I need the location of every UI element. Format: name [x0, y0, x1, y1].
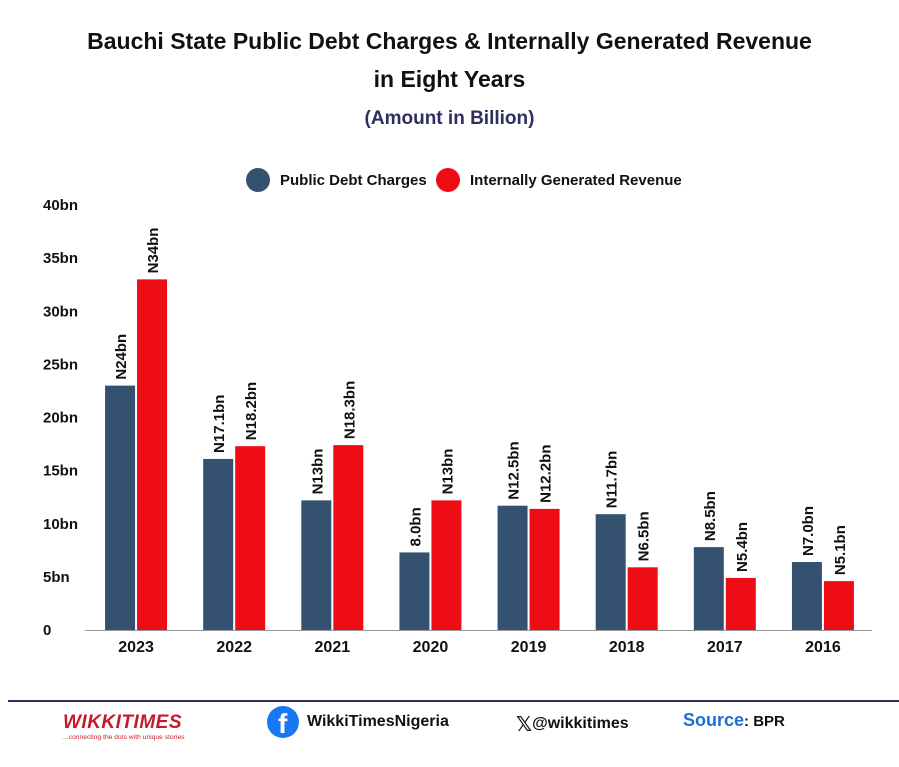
facebook-handle: WikkiTimesNigeria [307, 713, 449, 730]
y-tick-label: 30bn [43, 303, 78, 320]
y-tick-label: 25bn [43, 356, 78, 373]
bar-debt-2019 [497, 505, 528, 630]
facebook-link[interactable]: f WikkiTimesNigeria [267, 706, 449, 739]
data-label: N17.1bn [211, 395, 228, 453]
chart-title-line-2: in Eight Years [373, 66, 526, 92]
data-label: N7.0bn [800, 506, 817, 556]
facebook-icon: f [267, 706, 299, 739]
bar-igr-2019 [529, 508, 560, 630]
data-label: N13bn [439, 449, 456, 495]
y-tick-label: 35bn [43, 250, 78, 267]
data-label: N8.5bn [702, 491, 719, 541]
legend-marker-2 [436, 168, 460, 192]
y-tick-label: 15bn [43, 463, 78, 480]
data-label: N13bn [309, 449, 326, 495]
data-label: 8.0bn [407, 507, 424, 546]
source-note: Source : BPR [683, 710, 785, 731]
x-tick-label: 2019 [511, 639, 547, 656]
x-tick-label: 2021 [315, 639, 351, 656]
data-label: N5.4bn [734, 522, 751, 572]
chart-title-line-1: Bauchi State Public Debt Charges & Inter… [87, 28, 812, 54]
bar-igr-2017 [725, 577, 756, 630]
x-tick-label: 2017 [707, 639, 743, 656]
bar-igr-2023 [137, 279, 168, 630]
bar-debt-2017 [693, 547, 724, 630]
source-label: Source [683, 710, 745, 730]
legend-label-1: Public Debt Charges [280, 172, 427, 189]
data-label: N12.2bn [538, 445, 555, 503]
wikkitimes-logo: WIKKITIMES ...connecting the dots with u… [63, 712, 203, 741]
chart-subtitle: (Amount in Billion) [364, 108, 535, 129]
data-label: N5.1bn [832, 525, 849, 575]
y-tick-label: 40bn [43, 197, 78, 214]
bar-debt-2021 [301, 500, 332, 630]
bar-igr-2022 [235, 446, 266, 630]
source-value: : BPR [744, 713, 785, 730]
bar-igr-2021 [333, 445, 364, 630]
x-link[interactable]: 𝕏 @wikkitimes [516, 712, 629, 736]
data-label: N18.2bn [243, 382, 260, 440]
data-label: N12.5bn [506, 441, 523, 499]
data-label: N24bn [113, 334, 130, 380]
data-label: N11.7bn [604, 451, 621, 509]
y-tick-label: 0 [43, 622, 51, 639]
bar-igr-2016 [823, 581, 854, 630]
y-tick-label: 20bn [43, 410, 78, 427]
bar-debt-2018 [595, 514, 626, 630]
data-label: N18.3bn [341, 381, 358, 439]
logo-text: WIKKITIMES [63, 712, 182, 733]
bar-igr-2018 [627, 567, 658, 630]
bar-debt-2022 [203, 458, 234, 630]
bar-debt-2020 [399, 552, 430, 630]
legend-marker-1 [246, 168, 270, 192]
x-tick-label: 2023 [118, 639, 154, 656]
x-tick-label: 2016 [805, 639, 841, 656]
x-tick-label: 2020 [413, 639, 449, 656]
bar-igr-2020 [431, 500, 462, 630]
bar-chart: Public Debt Charges Internally Generated … [43, 168, 872, 656]
x-tick-label: 2018 [609, 639, 645, 656]
footer-divider [8, 700, 899, 702]
y-tick-label: 5bn [43, 569, 70, 586]
logo-tagline: ...connecting the dots with unique stori… [63, 734, 185, 741]
x-tick-label: 2022 [216, 639, 252, 656]
data-label: N34bn [145, 228, 162, 274]
x-icon: 𝕏 [516, 712, 533, 736]
data-label: N6.5bn [636, 511, 653, 561]
bar-debt-2023 [105, 385, 136, 630]
y-tick-label: 10bn [43, 516, 78, 533]
x-handle: @wikkitimes [532, 715, 629, 732]
legend-label-2: Internally Generated Revenue [470, 172, 682, 189]
bar-debt-2016 [791, 562, 822, 630]
